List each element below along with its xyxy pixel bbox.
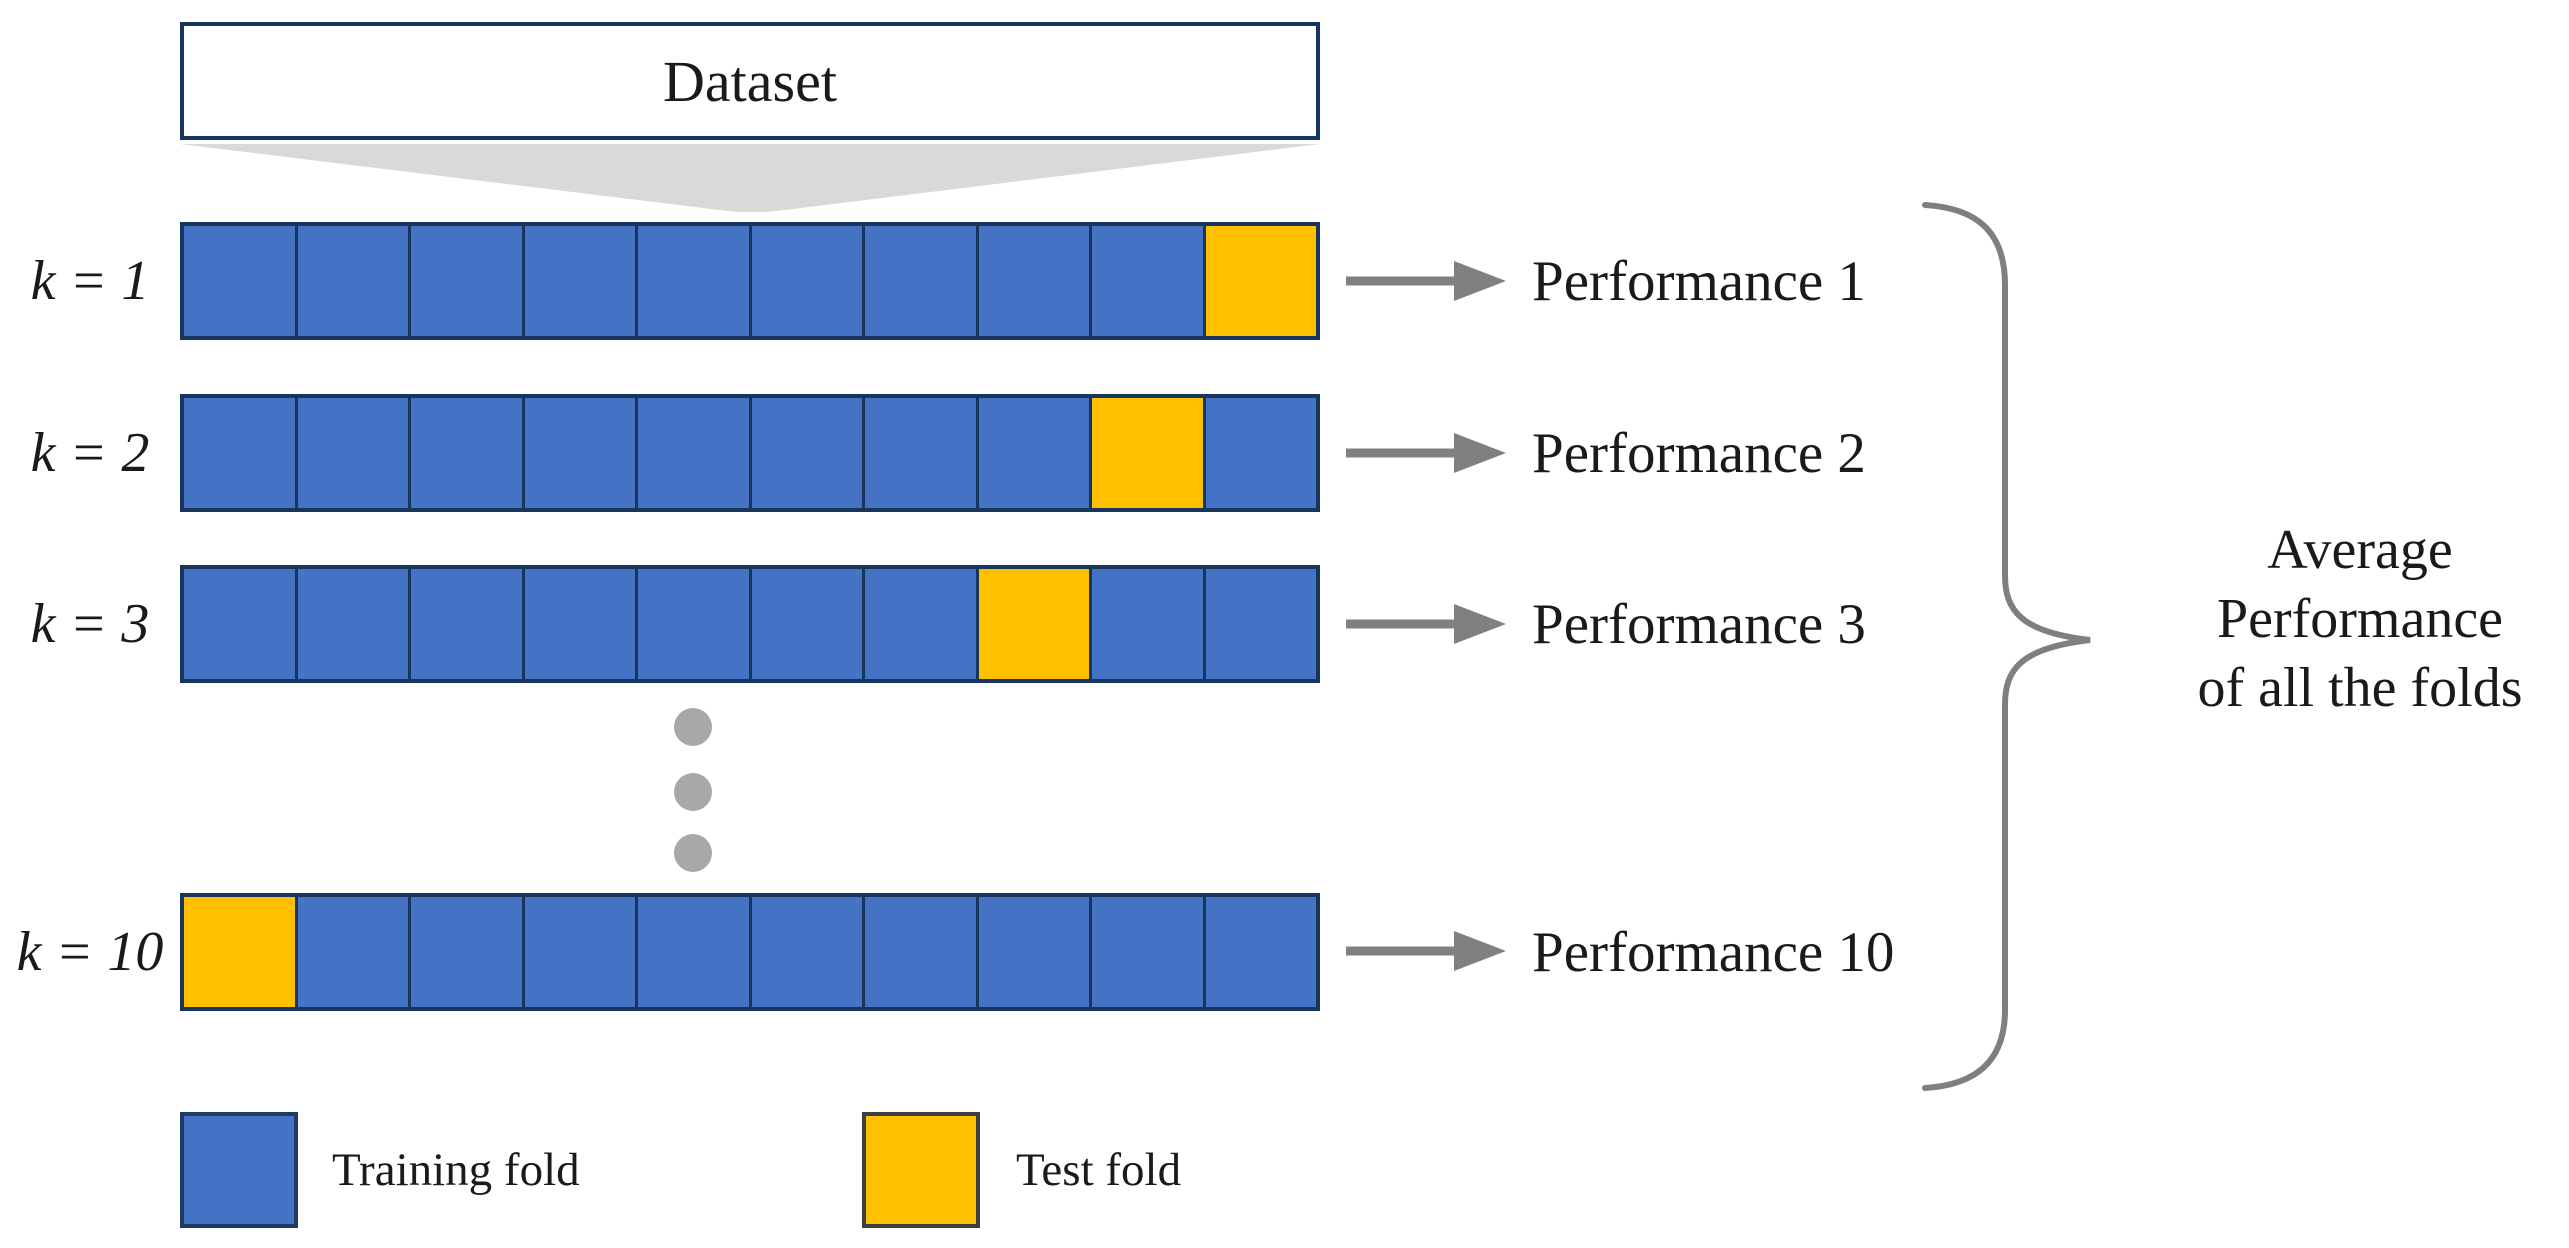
- training-fold-cell: [1089, 569, 1203, 679]
- training-fold-cell: [862, 569, 976, 679]
- k-label: k = 1: [30, 250, 150, 312]
- fold-bar: [180, 565, 1320, 683]
- training-fold-cell: [294, 226, 408, 336]
- training-fold-cell: [1089, 226, 1203, 336]
- training-fold-cell: [975, 897, 1089, 1007]
- training-fold-cell: [748, 226, 862, 336]
- average-performance-label: Average Performance of all the folds: [2150, 516, 2569, 723]
- training-fold-cell: [635, 569, 749, 679]
- performance-label: Performance 1: [1532, 249, 1866, 313]
- training-fold-cell: [294, 569, 408, 679]
- legend-swatch-training-fold: [180, 1112, 298, 1228]
- training-fold-cell: [521, 897, 635, 1007]
- training-fold-cell: [748, 897, 862, 1007]
- training-fold-cell: [975, 226, 1089, 336]
- arrow-icon: [1346, 604, 1506, 644]
- training-fold-cell: [184, 398, 295, 508]
- average-performance-line: Average: [2267, 519, 2453, 581]
- average-performance-line: Performance: [2216, 588, 2504, 650]
- legend-label-training-fold: Training fold: [332, 1144, 580, 1196]
- arrow-icon: [1346, 433, 1506, 473]
- training-fold-cell: [184, 569, 295, 679]
- performance-label: Performance 10: [1532, 920, 1895, 984]
- training-fold-cell: [1202, 569, 1316, 679]
- average-performance-line: of all the folds: [2197, 657, 2523, 719]
- training-fold-cell: [748, 569, 862, 679]
- training-fold-cell: [635, 398, 749, 508]
- training-fold-cell: [408, 226, 522, 336]
- training-fold-cell: [975, 398, 1089, 508]
- legend-swatch-test-fold: [862, 1112, 980, 1228]
- fold-bar: [180, 394, 1320, 512]
- training-fold-cell: [294, 398, 408, 508]
- training-fold-cell: [862, 398, 976, 508]
- ellipsis-dot: [674, 834, 712, 872]
- performance-label: Performance 2: [1532, 421, 1866, 485]
- ellipsis-dot: [674, 708, 712, 746]
- training-fold-cell: [521, 569, 635, 679]
- k-label: k = 2: [30, 422, 150, 484]
- k-label: k = 10: [16, 921, 164, 983]
- training-fold-cell: [521, 398, 635, 508]
- training-fold-cell: [862, 226, 976, 336]
- arrow-icon: [1346, 931, 1506, 971]
- training-fold-cell: [408, 398, 522, 508]
- k-label: k = 3: [30, 593, 150, 655]
- funnel-shape: [180, 144, 1320, 212]
- training-fold-cell: [1202, 398, 1316, 508]
- training-fold-cell: [635, 897, 749, 1007]
- training-fold-cell: [1202, 897, 1316, 1007]
- training-fold-cell: [521, 226, 635, 336]
- training-fold-cell: [748, 398, 862, 508]
- training-fold-cell: [408, 897, 522, 1007]
- training-fold-cell: [1089, 897, 1203, 1007]
- dataset-box: Dataset: [180, 22, 1320, 140]
- performance-label: Performance 3: [1532, 592, 1866, 656]
- ellipsis-dot: [674, 773, 712, 811]
- test-fold-cell: [1089, 398, 1203, 508]
- fold-bar: [180, 893, 1320, 1011]
- training-fold-cell: [294, 897, 408, 1007]
- curly-brace-icon: [1922, 202, 2091, 1091]
- training-fold-cell: [184, 226, 295, 336]
- test-fold-cell: [1202, 226, 1316, 336]
- arrow-icon: [1346, 261, 1506, 301]
- legend-label-test-fold: Test fold: [1016, 1144, 1182, 1196]
- test-fold-cell: [975, 569, 1089, 679]
- training-fold-cell: [408, 569, 522, 679]
- test-fold-cell: [184, 897, 295, 1007]
- fold-bar: [180, 222, 1320, 340]
- training-fold-cell: [635, 226, 749, 336]
- training-fold-cell: [862, 897, 976, 1007]
- dataset-label: Dataset: [663, 48, 837, 114]
